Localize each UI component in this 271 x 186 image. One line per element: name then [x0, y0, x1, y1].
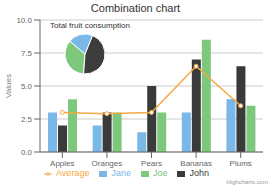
svg-text:Oranges: Oranges — [92, 159, 123, 168]
html-text:Average: Average — [56, 168, 90, 178]
svg-text:5.0: 5.0 — [21, 82, 33, 91]
svg-text:Pears: Pears — [141, 159, 162, 168]
svg-text:Values: Values — [8, 74, 13, 98]
svg-text:0.0: 0.0 — [21, 148, 33, 157]
html-text:Joe: Joe — [152, 168, 168, 178]
svg-text:Bananas: Bananas — [180, 159, 212, 168]
html-text:Total fruit consumption: Total fruit consumption — [50, 21, 130, 30]
svg-text:7.5: 7.5 — [21, 49, 33, 58]
svg-text:10.0: 10.0 — [16, 16, 32, 25]
svg-text:Plums: Plums — [230, 159, 252, 168]
html-text:Combination chart: Combination chart — [90, 2, 181, 14]
svg-text:2.5: 2.5 — [21, 115, 33, 124]
html-text:John: John — [189, 168, 209, 178]
html-text:Highcharts.com: Highcharts.com — [226, 179, 268, 185]
svg-text:Apples: Apples — [50, 159, 74, 168]
html-text:Jane: Jane — [111, 168, 131, 178]
